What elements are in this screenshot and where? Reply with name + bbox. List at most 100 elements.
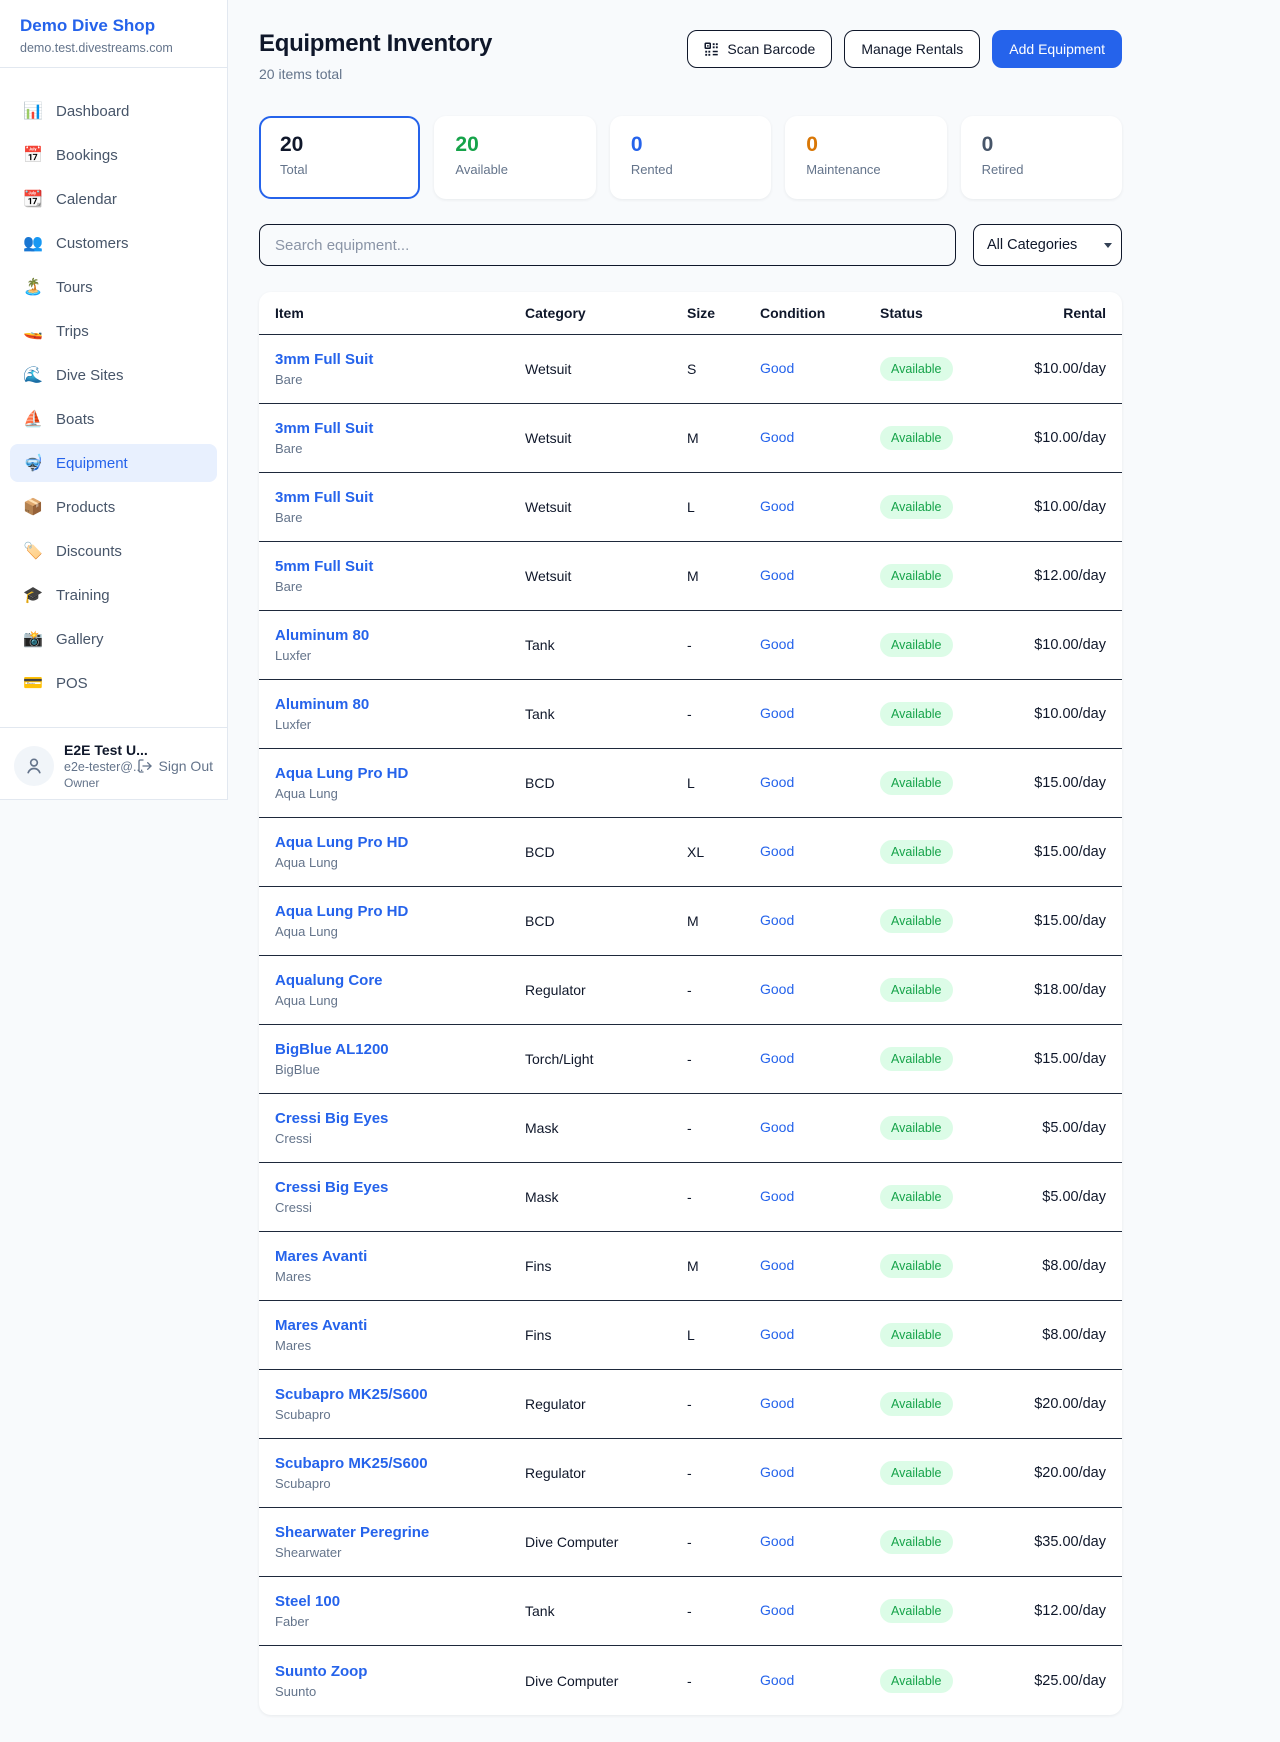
item-name-link[interactable]: BigBlue AL1200	[275, 1041, 389, 1058]
item-name-link[interactable]: 3mm Full Suit	[275, 351, 374, 368]
equipment-table: Item Category Size Condition Status Rent…	[259, 292, 1122, 1715]
status-badge: Available	[880, 633, 953, 657]
item-name-link[interactable]: Shearwater Peregrine	[275, 1524, 430, 1541]
sidebar-item-customers[interactable]: 👥 Customers	[10, 224, 217, 262]
condition-link[interactable]: Good	[760, 912, 795, 928]
item-name-link[interactable]: Suunto Zoop	[275, 1662, 368, 1680]
item-name-link[interactable]: 3mm Full Suit	[275, 489, 374, 506]
sidebar-item-dashboard[interactable]: 📊 Dashboard	[10, 92, 217, 130]
item-name-link[interactable]: Aqua Lung Pro HD	[275, 903, 409, 920]
item-brand: Bare	[275, 441, 303, 456]
scan-barcode-button[interactable]: Scan Barcode	[687, 30, 833, 68]
condition-link[interactable]: Good	[760, 1119, 795, 1135]
table-row: Scubapro MK25/S600 Scubapro Regulator - …	[259, 1439, 1122, 1508]
item-cell: Aqua Lung Pro HD Aqua Lung	[275, 834, 525, 870]
condition-link[interactable]: Good	[760, 1602, 795, 1618]
table-row: Aqua Lung Pro HD Aqua Lung BCD XL Good A…	[259, 818, 1122, 887]
sidebar-item-training[interactable]: 🎓 Training	[10, 576, 217, 614]
item-brand: Luxfer	[275, 648, 312, 663]
item-name-link[interactable]: 5mm Full Suit	[275, 558, 374, 575]
sidebar-item-tours[interactable]: 🏝️ Tours	[10, 268, 217, 306]
item-name-link[interactable]: Aluminum 80	[275, 627, 370, 644]
condition-link[interactable]: Good	[760, 1671, 795, 1688]
condition-link[interactable]: Good	[760, 1395, 795, 1411]
rental-cell: $10.00/day	[1034, 430, 1106, 446]
item-cell: 5mm Full Suit Bare	[275, 558, 525, 594]
item-name-link[interactable]: Scubapro MK25/S600	[275, 1386, 428, 1403]
condition-link[interactable]: Good	[760, 1326, 795, 1342]
condition-link[interactable]: Good	[760, 843, 795, 859]
item-name-link[interactable]: Scubapro MK25/S600	[275, 1455, 428, 1472]
condition-link[interactable]: Good	[760, 1050, 795, 1066]
sidebar-item-calendar[interactable]: 📆 Calendar	[10, 180, 217, 218]
sidebar-item-equipment[interactable]: 🤿 Equipment	[10, 444, 217, 482]
condition-cell: Good	[760, 1395, 880, 1413]
sidebar-item-icon: ⛵	[23, 411, 43, 428]
condition-link[interactable]: Good	[760, 1188, 795, 1204]
condition-link[interactable]: Good	[760, 1257, 795, 1273]
condition-link[interactable]: Good	[760, 774, 795, 790]
sidebar-item-dive-sites[interactable]: 🌊 Dive Sites	[10, 356, 217, 394]
size-cell: S	[687, 361, 697, 377]
item-name-link[interactable]: Steel 100	[275, 1593, 341, 1610]
status-cell: Available	[880, 357, 1030, 381]
sidebar-item-trips[interactable]: 🚤 Trips	[10, 312, 217, 350]
stat-value: 0	[981, 133, 994, 156]
condition-link[interactable]: Good	[760, 981, 795, 997]
stat-card-retired[interactable]: 0 Retired	[960, 116, 1123, 199]
category-cell: Wetsuit	[525, 361, 572, 377]
condition-link[interactable]: Good	[760, 1533, 795, 1549]
condition-link[interactable]: Good	[760, 636, 795, 652]
status-cell: Available	[880, 978, 1030, 1002]
sidebar-item-icon: 📦	[23, 499, 43, 516]
condition-link[interactable]: Good	[760, 1464, 795, 1480]
item-brand: Scubapro	[275, 1476, 331, 1491]
header-actions: Scan Barcode Manage Rentals Add Equipmen…	[687, 30, 1122, 68]
item-cell: Shearwater Peregrine Shearwater	[275, 1524, 525, 1560]
sidebar-item-discounts[interactable]: 🏷️ Discounts	[10, 532, 217, 570]
condition-link[interactable]: Good	[760, 705, 795, 721]
category-select[interactable]: All Categories	[973, 224, 1122, 266]
sidebar-item-gallery[interactable]: 📸 Gallery	[10, 620, 217, 658]
condition-link[interactable]: Good	[760, 360, 795, 376]
item-name-link[interactable]: Aqua Lung Pro HD	[275, 765, 409, 782]
category-cell: Mask	[525, 1120, 559, 1136]
item-cell: Suunto Zoop Suunto	[275, 1663, 525, 1699]
sidebar-item-bookings[interactable]: 📅 Bookings	[10, 136, 217, 174]
sidebar-item-products[interactable]: 📦 Products	[10, 488, 217, 526]
item-name-link[interactable]: Mares Avanti	[275, 1248, 368, 1265]
item-brand: Bare	[275, 372, 303, 387]
condition-link[interactable]: Good	[760, 498, 795, 514]
sign-out-button[interactable]: Sign Out	[137, 758, 213, 774]
item-cell: Scubapro MK25/S600 Scubapro	[275, 1386, 525, 1422]
item-name-link[interactable]: Cressi Big Eyes	[275, 1179, 389, 1196]
manage-rentals-button[interactable]: Manage Rentals	[844, 30, 981, 68]
sidebar-item-boats[interactable]: ⛵ Boats	[10, 400, 217, 438]
table-row: Steel 100 Faber Tank - Good Available $1…	[259, 1577, 1122, 1646]
table-row: Suunto Zoop Suunto Dive Computer - Good …	[259, 1646, 1122, 1715]
stat-card-rented[interactable]: 0 Rented	[609, 116, 772, 199]
stat-card-available[interactable]: 20 Available	[434, 116, 596, 199]
size-cell: M	[687, 430, 699, 446]
item-name-link[interactable]: Cressi Big Eyes	[275, 1110, 389, 1127]
add-equipment-label: Add Equipment	[1009, 41, 1105, 57]
sidebar-item-pos[interactable]: 💳 POS	[10, 664, 217, 702]
item-name-link[interactable]: Aqua Lung Pro HD	[275, 834, 409, 851]
search-input[interactable]	[259, 224, 956, 266]
stat-card-total[interactable]: 20 Total	[259, 116, 421, 199]
condition-link[interactable]: Good	[760, 429, 795, 445]
item-name-link[interactable]: Mares Avanti	[275, 1317, 368, 1334]
status-cell: Available	[880, 1461, 1030, 1485]
table-header-row: Item Category Size Condition Status Rent…	[259, 292, 1122, 335]
item-name-link[interactable]: Aqualung Core	[275, 972, 383, 989]
category-cell: BCD	[525, 913, 555, 929]
item-name-link[interactable]: 3mm Full Suit	[275, 420, 374, 437]
sidebar: Demo Dive Shop demo.test.divestreams.com…	[0, 0, 228, 800]
condition-link[interactable]: Good	[760, 567, 795, 583]
size-cell: -	[687, 1396, 692, 1412]
stat-card-maintenance[interactable]: 0 Maintenance	[785, 116, 947, 199]
item-cell: Aqua Lung Pro HD Aqua Lung	[275, 903, 525, 939]
add-equipment-button[interactable]: Add Equipment	[992, 30, 1122, 68]
status-badge: Available	[880, 564, 953, 588]
item-name-link[interactable]: Aluminum 80	[275, 696, 370, 713]
